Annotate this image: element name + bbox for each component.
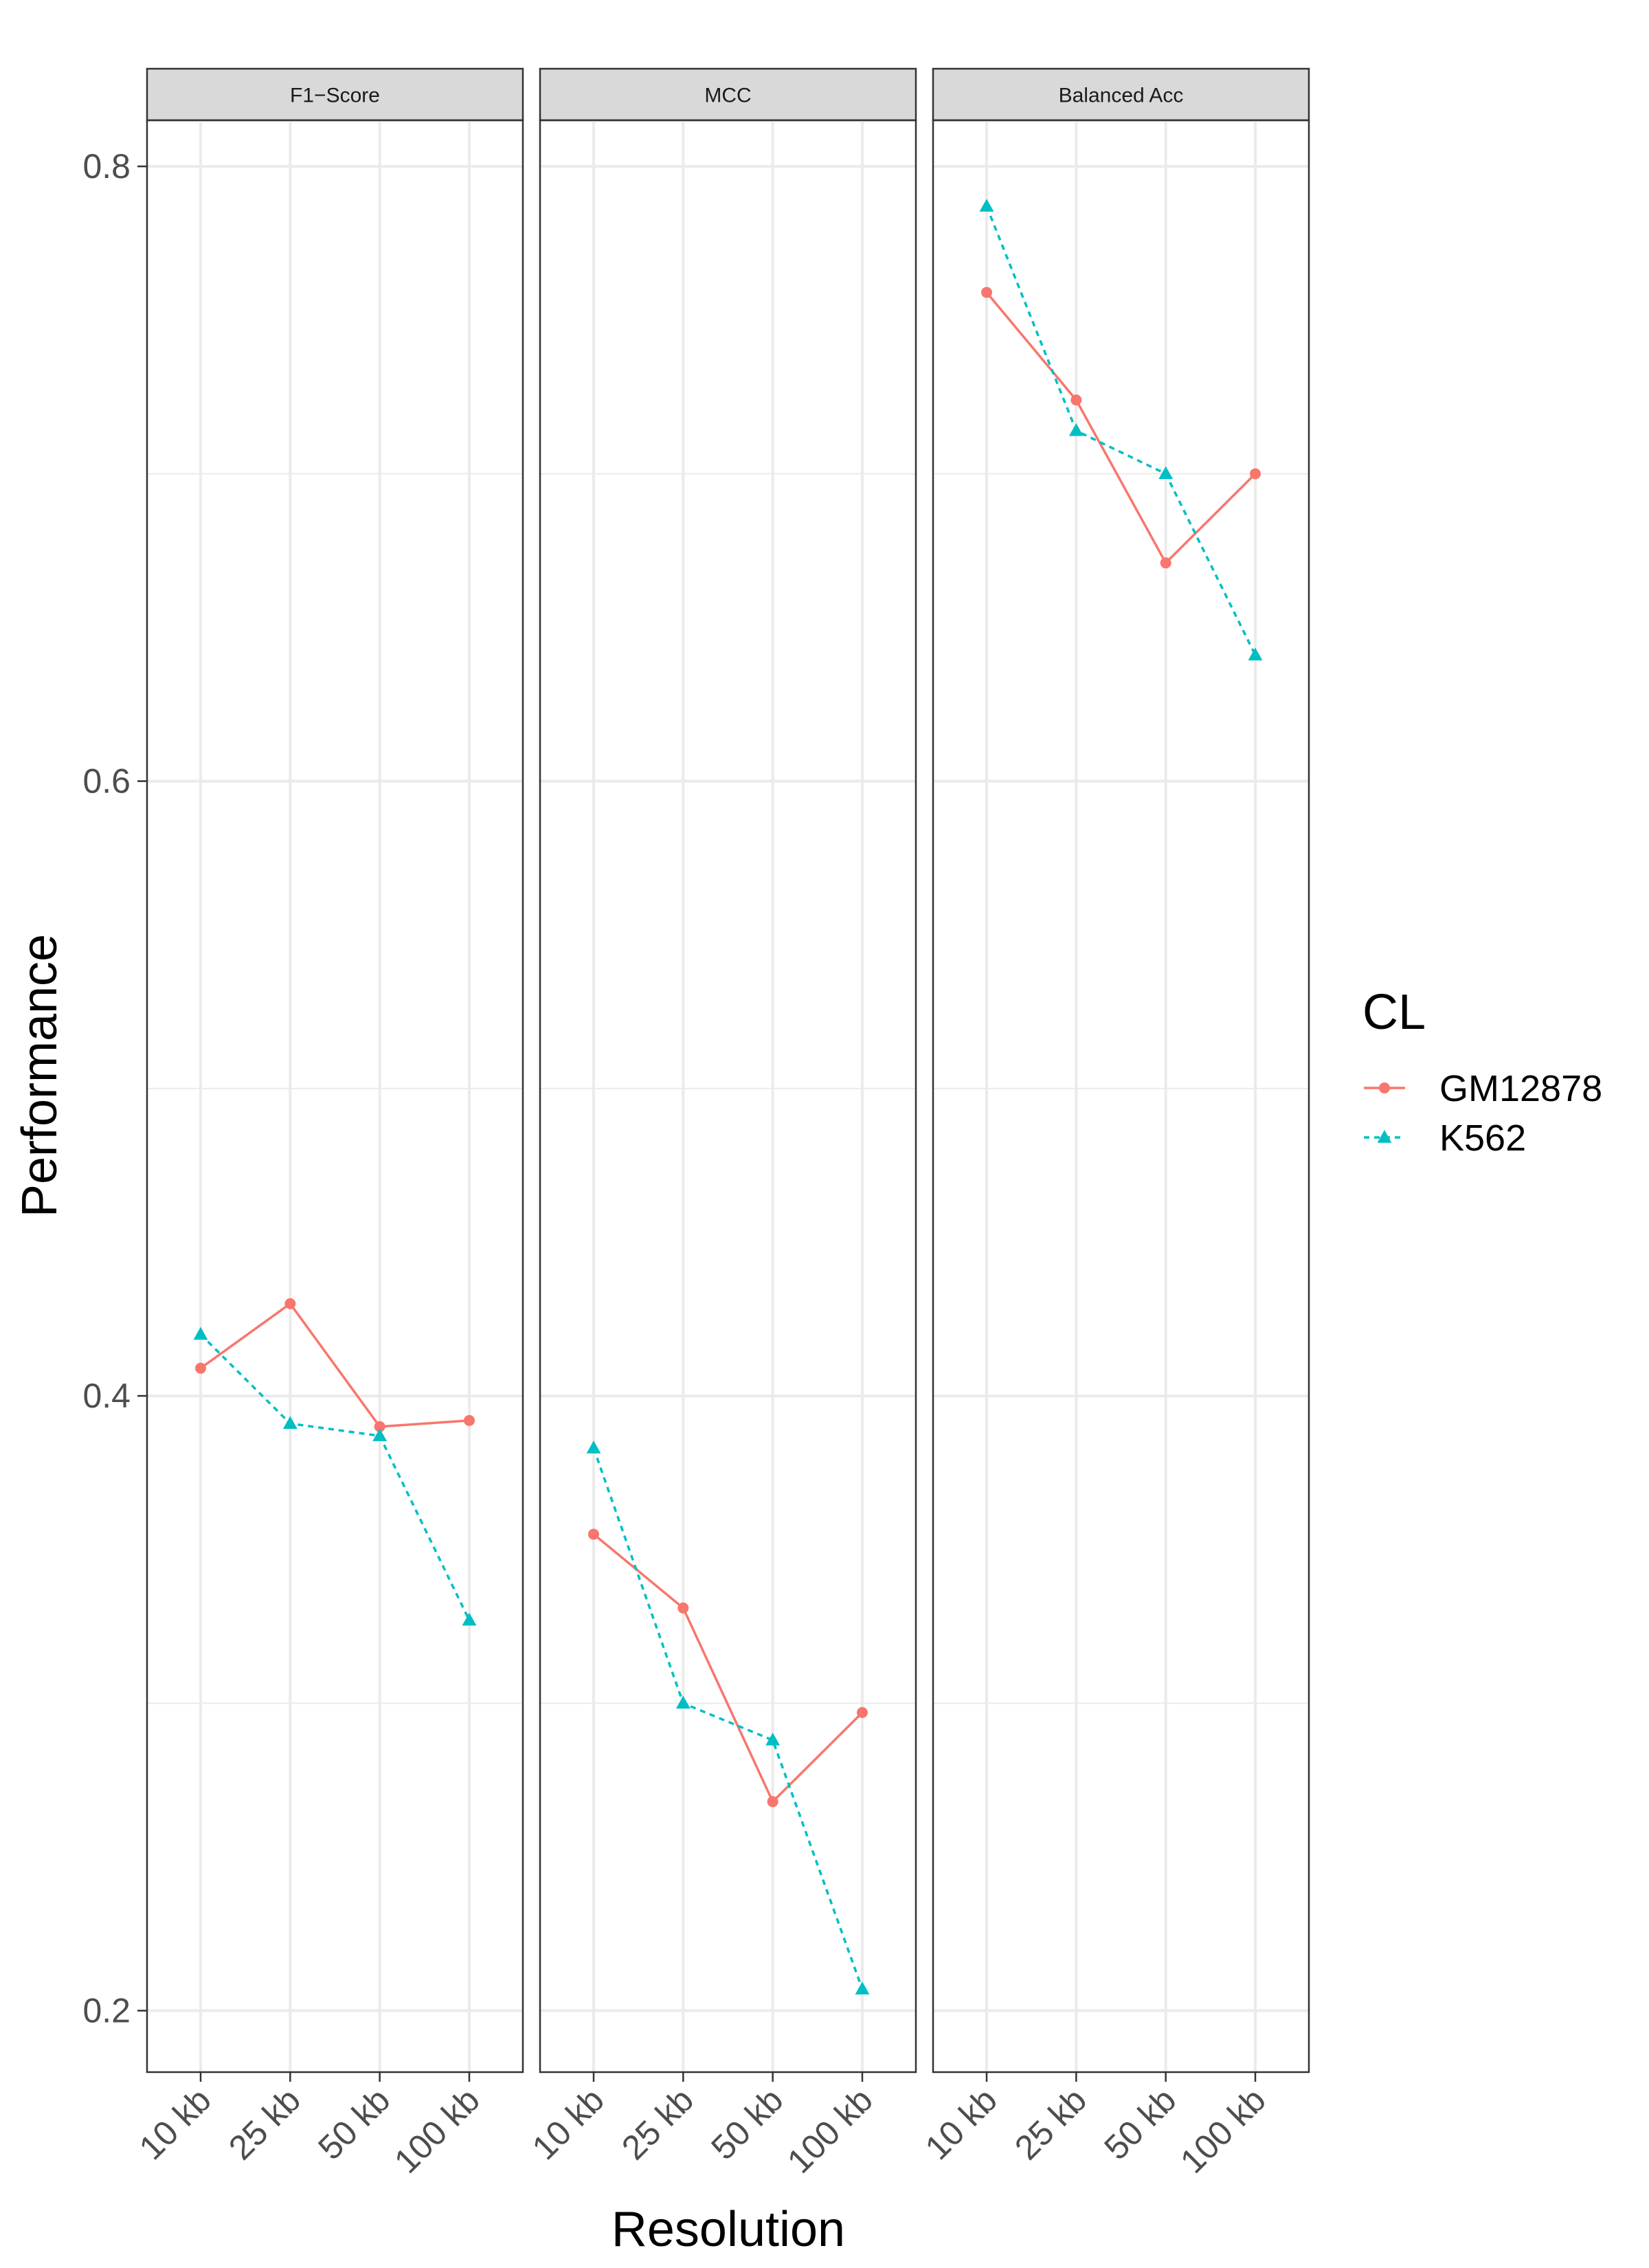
data-point (677, 1602, 689, 1614)
panel-border (146, 119, 524, 2074)
data-point (282, 1416, 298, 1430)
facet-strip (146, 67, 524, 122)
y-tick-label: 0.2 (82, 1992, 131, 2030)
data-point (765, 1732, 781, 1746)
facet-strip (932, 67, 1310, 122)
data-point (1158, 466, 1174, 480)
legend-entry: K562 (1364, 1118, 1526, 1159)
data-point (374, 1421, 385, 1432)
series-line (985, 291, 1257, 565)
y-tick-label: 0.8 (82, 147, 131, 186)
data-point (586, 1441, 601, 1454)
y-tick-label: 0.4 (82, 1377, 131, 1415)
data-point (464, 1414, 475, 1426)
legend-title: CL (1362, 985, 1426, 1040)
legend: CL GM12878 K562 (1362, 985, 1602, 1159)
y-tick-label: 0.6 (82, 762, 131, 801)
series-line (199, 1302, 470, 1428)
facet-strip (539, 67, 917, 122)
panel-border (539, 119, 917, 2074)
data-point (284, 1298, 296, 1309)
data-point (588, 1528, 599, 1540)
data-point (462, 1612, 477, 1626)
facet-strip-label: Balanced Acc (1059, 85, 1184, 107)
series-line (199, 1333, 471, 1621)
data-point (1160, 557, 1171, 569)
legend-label: GM12878 (1439, 1068, 1602, 1109)
series-line (985, 205, 1257, 656)
y-axis: 0.2 0.4 0.6 0.8 (82, 147, 147, 2030)
series-line (592, 1447, 864, 1990)
data-point (1068, 423, 1084, 436)
facet-strip-label: F1−Score (290, 85, 380, 107)
data-point (855, 1981, 870, 1994)
data-point (195, 1362, 206, 1374)
data-point (857, 1706, 868, 1718)
y-axis-title: Performance (12, 934, 67, 1217)
data-point (981, 287, 992, 298)
legend-key-marker (1377, 1130, 1392, 1143)
data-point (372, 1428, 388, 1441)
data-point (1248, 647, 1263, 660)
facet-strip-label: MCC (704, 85, 751, 107)
legend-label: K562 (1439, 1118, 1526, 1159)
data-point (1250, 468, 1261, 480)
data-point (1070, 394, 1082, 405)
panel-border (932, 119, 1310, 2074)
legend-entry: GM12878 (1364, 1068, 1602, 1109)
data-point (767, 1796, 778, 1808)
data-point (193, 1326, 208, 1340)
x-axis-title: Resolution (612, 2202, 845, 2257)
data-point (675, 1696, 691, 1709)
legend-key-marker (1379, 1082, 1390, 1093)
data-point (979, 199, 994, 212)
series-line (592, 1533, 864, 1804)
